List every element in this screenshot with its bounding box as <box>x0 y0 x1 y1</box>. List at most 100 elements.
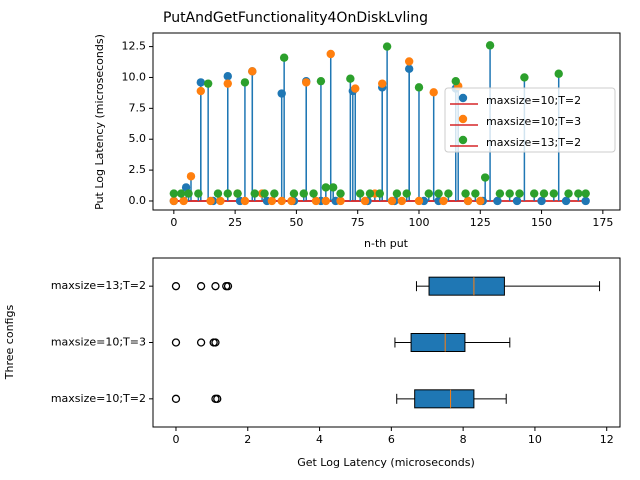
stem-marker <box>520 73 529 82</box>
y-tick-label: 5.0 <box>129 132 147 145</box>
y-tick-label: 2.5 <box>129 163 147 176</box>
stem-marker <box>451 76 460 86</box>
stem-marker <box>360 196 370 206</box>
stem-marker <box>336 196 345 206</box>
y-tick-label: 12.5 <box>122 40 147 53</box>
stem-marker <box>539 189 549 198</box>
box <box>428 276 505 296</box>
stem-marker <box>444 189 453 198</box>
stem-marker <box>316 76 326 86</box>
stem-marker <box>375 189 384 198</box>
y-tick-label: 0.0 <box>129 194 147 207</box>
x-tick-label: 50 <box>289 216 303 229</box>
x-tick-label: 6 <box>388 433 395 446</box>
stem-marker <box>505 189 514 198</box>
flier <box>211 282 220 291</box>
legend-marker <box>458 135 468 145</box>
x-tick-label: 0 <box>172 433 179 446</box>
stem-marker <box>260 189 269 198</box>
stem-marker <box>439 196 448 206</box>
stem-marker <box>289 189 299 198</box>
stem-marker <box>382 42 392 51</box>
stem-marker <box>485 41 495 50</box>
x-tick-label: 25 <box>228 216 242 229</box>
x-tick-label: 175 <box>592 216 613 229</box>
stem-marker <box>169 196 179 206</box>
stem-marker <box>176 189 186 198</box>
x-tick-label: 10 <box>528 433 542 446</box>
legend-label: maxsize=10;T=3 <box>486 115 581 128</box>
stem-marker <box>471 189 480 198</box>
stem-marker <box>434 189 443 198</box>
stem-marker <box>397 196 407 206</box>
stem-marker <box>196 78 206 87</box>
flier <box>171 394 181 403</box>
stem-marker <box>328 183 338 192</box>
y-axis-label: Put Log Latency (microseconds) <box>93 34 106 210</box>
legend-marker <box>458 114 468 124</box>
stem-marker <box>213 189 223 198</box>
stem-marker <box>429 88 438 97</box>
stem-marker <box>387 196 397 206</box>
stem-marker <box>311 196 321 206</box>
stem-marker <box>184 189 193 198</box>
stem-marker <box>493 196 502 206</box>
stem-marker <box>414 196 424 206</box>
flier <box>171 338 181 347</box>
stem-marker <box>480 173 490 182</box>
stem-marker <box>581 196 590 206</box>
stem-marker <box>336 189 345 198</box>
stem-marker <box>554 69 563 78</box>
stem-marker <box>223 189 232 198</box>
stem-marker <box>223 72 232 81</box>
stem-marker <box>302 78 311 87</box>
stem-marker <box>196 86 206 96</box>
flier <box>196 282 206 291</box>
stem-marker <box>203 79 213 88</box>
stem-marker <box>476 196 485 206</box>
stem-marker <box>351 84 360 93</box>
box <box>414 389 475 409</box>
stem-marker <box>169 189 179 198</box>
stem-marker <box>404 64 414 74</box>
stem-marker <box>392 189 402 198</box>
stem-marker <box>561 196 571 206</box>
legend-marker <box>458 93 468 103</box>
stem-marker <box>194 189 203 198</box>
y-tick-label: 7.5 <box>129 101 147 114</box>
x-tick-label: 75 <box>351 216 365 229</box>
stem-marker <box>240 78 250 87</box>
axes-frame <box>152 32 621 211</box>
stem-marker <box>461 189 470 198</box>
stem-marker <box>309 189 318 198</box>
stem-marker <box>206 196 215 206</box>
y-tick-label: maxsize=10;T=2 <box>51 392 146 405</box>
x-axis-label: Get Log Latency (microseconds) <box>297 456 475 469</box>
x-tick-label: 100 <box>408 216 429 229</box>
flier <box>171 282 181 291</box>
stem-marker <box>179 196 188 206</box>
stem-marker <box>537 196 546 206</box>
stem-marker <box>414 83 424 92</box>
x-tick-label: 2 <box>244 433 251 446</box>
stem-marker <box>250 189 259 198</box>
stem-marker <box>574 189 583 198</box>
y-tick-label: maxsize=13;T=2 <box>51 279 146 292</box>
box <box>410 333 466 352</box>
stem-marker <box>326 49 335 59</box>
stem-marker <box>223 79 232 88</box>
y-tick-label: 10.0 <box>122 70 147 83</box>
legend-label: maxsize=13;T=2 <box>486 136 581 149</box>
stem-marker <box>346 74 355 83</box>
stem-marker <box>299 189 308 198</box>
stem-marker <box>355 189 365 198</box>
stem-marker <box>277 89 286 98</box>
y-axis-label: Three configs <box>3 305 16 381</box>
stem-marker <box>404 57 414 66</box>
x-tick-label: 12 <box>600 433 614 446</box>
flier <box>223 282 233 291</box>
stem-marker <box>277 196 286 206</box>
stem-marker <box>270 189 279 198</box>
stem-marker <box>240 196 250 206</box>
